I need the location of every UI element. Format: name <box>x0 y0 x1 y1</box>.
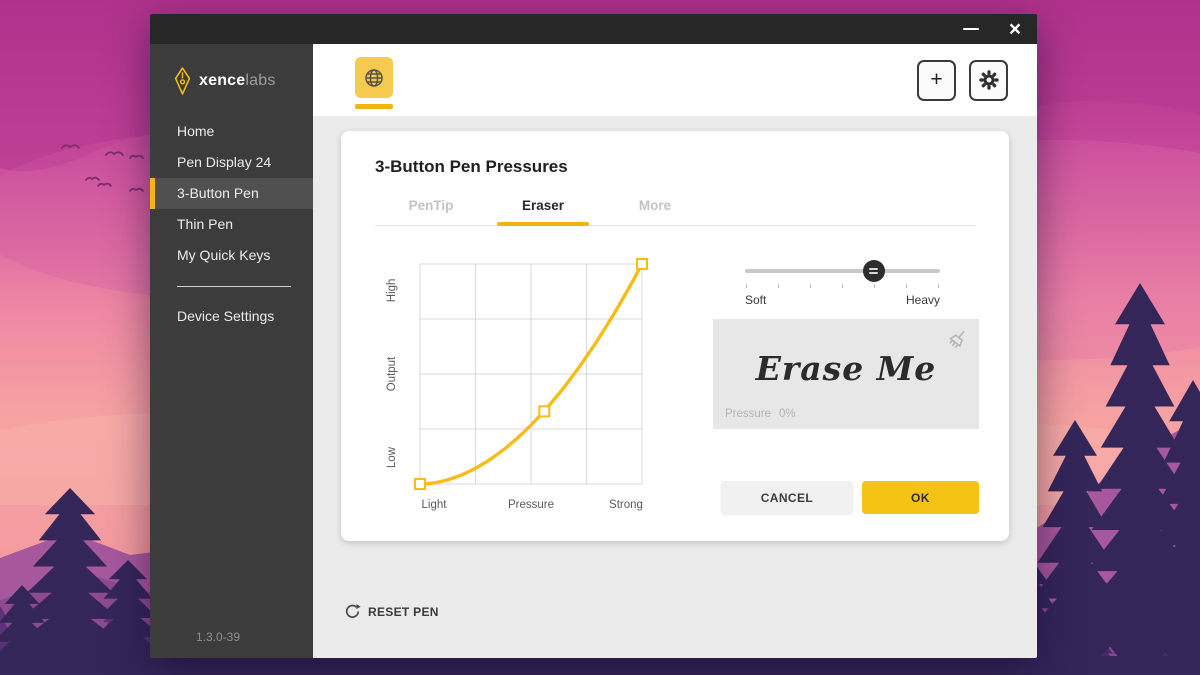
slider-label-soft: Soft <box>745 293 767 307</box>
globe-icon <box>355 57 393 98</box>
tabs: PenTip Eraser More <box>375 198 975 226</box>
app-window: × xencelabs Home Pen Display 24 3-Button P… <box>150 14 1037 658</box>
sidebar-item-home[interactable]: Home <box>177 123 215 139</box>
main-panel: + <box>313 44 1037 658</box>
pressure-curve-chart[interactable]: Low Output High Light Pressure Strong <box>375 238 665 521</box>
refresh-icon <box>345 604 361 618</box>
foreground-trees <box>0 283 1200 675</box>
brand-light: labs <box>245 72 276 89</box>
slider-label-heavy: Heavy <box>905 293 940 307</box>
close-icon: × <box>1008 17 1022 41</box>
gear-icon <box>978 70 999 90</box>
erase-me-text: Erase Me <box>755 349 937 388</box>
plus-icon: + <box>930 67 943 91</box>
pressure-label: Pressure <box>725 408 772 420</box>
sidebar-item-3-button-pen[interactable]: 3-Button Pen <box>150 178 313 209</box>
version-label: 1.3.0-39 <box>196 630 241 644</box>
brand-text: xencelabs <box>199 72 276 90</box>
erase-test-area[interactable]: Erase Me Pressure 0% <box>713 319 979 429</box>
sidebar-divider <box>177 286 291 287</box>
sidebar-item-thin-pen[interactable]: Thin Pen <box>177 216 234 232</box>
eraser-brush-icon <box>949 330 965 349</box>
main-header: + <box>313 44 1037 116</box>
svg-text:Light: Light <box>422 499 448 511</box>
sidebar: xencelabs Home Pen Display 24 3-Button Pen… <box>150 44 313 658</box>
xencelabs-logo: xencelabs <box>150 44 313 100</box>
brand-bold: xence <box>199 72 246 89</box>
svg-text:Strong: Strong <box>609 499 643 511</box>
sidebar-item-my-quick-keys[interactable]: My Quick Keys <box>177 247 271 263</box>
sidebar-item-pen-display-24[interactable]: Pen Display 24 <box>177 154 272 170</box>
close-button[interactable]: × <box>993 14 1037 44</box>
tab-more[interactable]: More <box>638 198 672 213</box>
sidebar-item-device-settings[interactable]: Device Settings <box>177 308 275 324</box>
pressure-value: 0% <box>779 408 796 420</box>
pen-nib-icon <box>174 67 191 95</box>
reset-pen-button[interactable]: RESET PEN <box>344 603 1009 621</box>
svg-text:Output: Output <box>386 356 398 391</box>
settings-button[interactable] <box>969 59 1008 101</box>
slider-ticks <box>745 282 940 288</box>
slider-knob[interactable] <box>862 260 885 282</box>
slider-track[interactable] <box>745 269 940 273</box>
sidebar-nav: Home Pen Display 24 3-Button Pen Thin Pen My… <box>150 116 313 271</box>
birds <box>61 144 144 192</box>
active-tab-underline <box>355 104 393 109</box>
minimize-icon <box>963 28 979 30</box>
titlebar: × <box>150 14 1037 44</box>
svg-text:High: High <box>386 279 398 303</box>
tab-global-settings[interactable] <box>355 57 393 109</box>
pressure-slider: Soft Heavy <box>745 260 940 307</box>
pen-pressures-card: 3-Button Pen Pressures PenTip Eraser More … <box>341 131 1009 541</box>
tab-eraser[interactable]: Eraser <box>487 198 599 226</box>
pressure-readout: Pressure 0% <box>725 408 796 420</box>
svg-text:Low: Low <box>386 446 398 468</box>
tab-pentip[interactable]: PenTip <box>408 198 454 213</box>
minimize-button[interactable] <box>949 14 993 44</box>
svg-text:Pressure: Pressure <box>508 499 554 511</box>
card-title: 3-Button Pen Pressures <box>375 157 568 176</box>
add-device-button[interactable]: + <box>917 59 956 101</box>
cancel-button[interactable]: CANCEL <box>721 481 853 514</box>
reset-pen-label: RESET PEN <box>368 605 439 619</box>
ok-button[interactable]: OK <box>861 481 979 514</box>
